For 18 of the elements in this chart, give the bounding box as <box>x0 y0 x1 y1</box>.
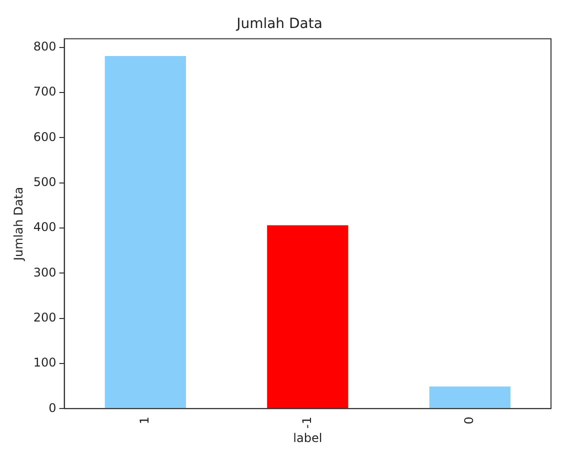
bar <box>267 225 348 408</box>
y-axis-title: Jumlah Data <box>11 186 26 262</box>
y-tick-label: 100 <box>33 356 56 370</box>
x-tick-label: 1 <box>138 416 152 424</box>
bar <box>104 56 186 408</box>
bar <box>429 386 510 408</box>
chart-title: Jumlah Data <box>236 16 322 32</box>
x-tick-label: -1 <box>300 416 314 429</box>
y-tick-label: 500 <box>33 174 56 189</box>
x-tick-label: 0 <box>462 416 476 424</box>
y-tick-label: 200 <box>33 310 56 324</box>
y-tick-label: 600 <box>33 130 56 144</box>
y-tick-label: 300 <box>33 265 56 280</box>
y-tick-label: 700 <box>33 84 56 99</box>
y-tick-label: 800 <box>33 40 56 54</box>
x-axis-title: label <box>293 430 322 445</box>
y-tick-label: 0 <box>48 400 56 415</box>
y-tick-label: 400 <box>33 220 56 234</box>
